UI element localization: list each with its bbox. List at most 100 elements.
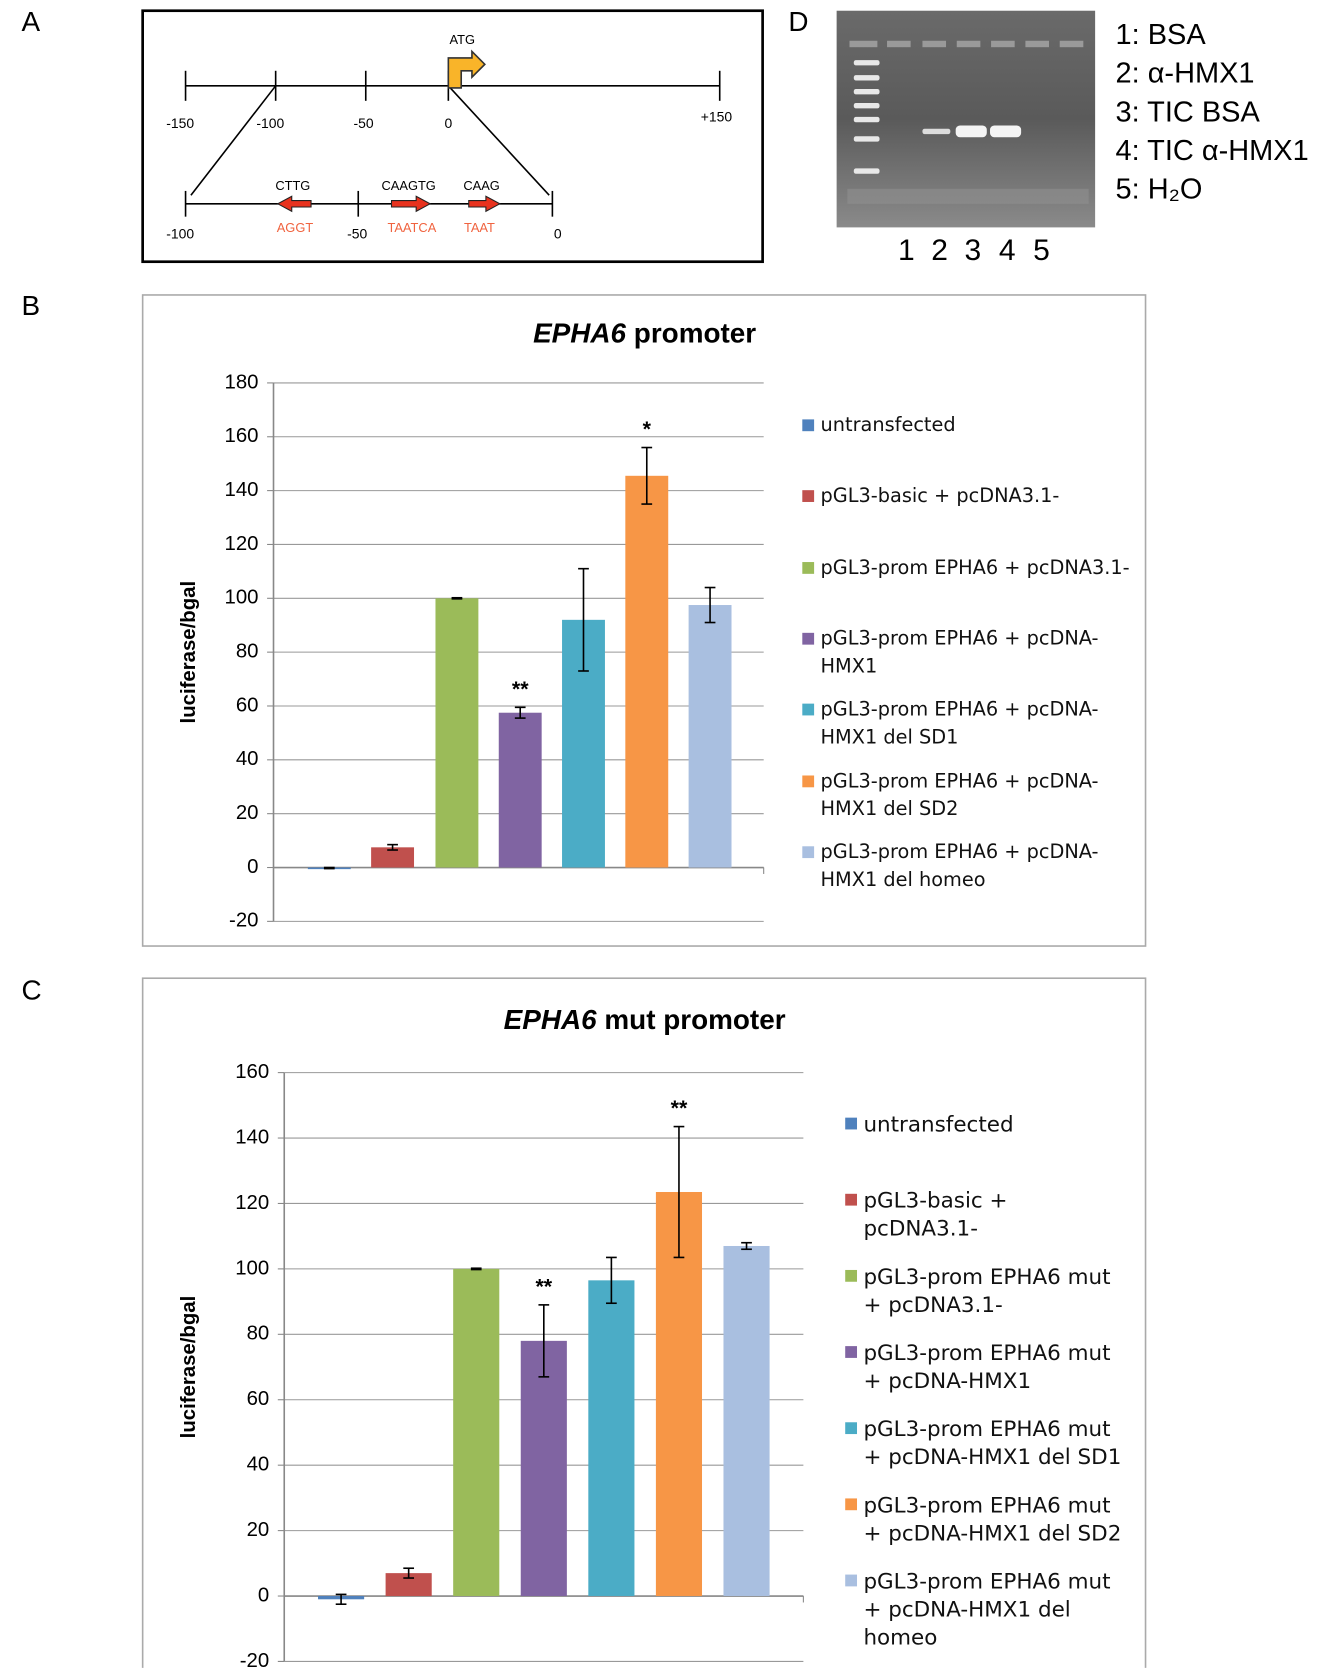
y-tick-label: 160 (225, 425, 259, 447)
figure-canvas: A B C D ATG -150 -100 -50 0 +150 -100 -5… (0, 0, 1330, 1668)
legend-item: pGL3-prom EPHA6 + pcDNA-HMX1 del SD1 (821, 696, 1132, 752)
y-tick-label: 80 (236, 641, 259, 663)
legend-item: pGL3-prom EPHA6 + pcDNA-HMX1 (821, 625, 1132, 681)
site-label: CAAGTG (382, 178, 436, 193)
legend-label: pGL3-basic + pcDNA3.1- (821, 483, 1132, 511)
panel-label: C (21, 975, 41, 1006)
gel-legend: 3: TIC BSA (1116, 96, 1261, 128)
site-label: CAAG (463, 178, 499, 193)
significance: ** (535, 1274, 552, 1298)
lane-label: 3 (964, 234, 981, 267)
chart-title: EPHA6 mut promoter (504, 1005, 786, 1036)
y-tick-label: 120 (235, 1192, 269, 1214)
legend-swatch (802, 419, 814, 431)
bar (689, 605, 732, 867)
y-tick-label: 40 (236, 748, 259, 770)
legend-swatch (802, 704, 814, 716)
axis-label: -50 (347, 226, 367, 242)
lane-label: 2 (931, 234, 948, 267)
legend-swatch (845, 1422, 857, 1434)
y-tick-label: 20 (236, 802, 259, 824)
legend-swatch (845, 1118, 857, 1130)
lane-label: 1 (898, 234, 915, 267)
title-rest: promoter (634, 318, 757, 349)
axis-label: 0 (444, 115, 452, 131)
significance: ** (671, 1096, 688, 1120)
legend-swatch (845, 1194, 857, 1206)
legend-item: untransfected (821, 412, 1132, 440)
gel-legend: 2: α-HMX1 (1116, 58, 1255, 90)
legend-label: pGL3-prom EPHA6 + pcDNA-HMX1 del homeo (821, 839, 1132, 895)
site-label: AGGT (277, 220, 314, 235)
legend-item: pGL3-prom EPHA6 mut + pcDNA3.1- (863, 1262, 1126, 1318)
y-tick-label: 100 (235, 1257, 269, 1279)
panel-label: D (788, 6, 808, 37)
legend-label: untransfected (821, 412, 1132, 440)
bar (723, 1246, 769, 1596)
axis-label: -50 (354, 115, 374, 131)
lane-label: 5 (1033, 234, 1050, 267)
legend-label: pGL3-prom EPHA6 + pcDNA-HMX1 del SD1 (821, 696, 1132, 752)
y-tick-label: 120 (225, 533, 259, 555)
legend-item: pGL3-basic + pcDNA3.1- (821, 483, 1132, 511)
start-codon: ATG (450, 32, 475, 47)
legend-label: pGL3-prom EPHA6 mut + pcDNA-HMX1 del SD1 (863, 1415, 1126, 1471)
y-tick-label: 20 (247, 1519, 270, 1541)
gel-image (837, 11, 1095, 228)
legend-item: pGL3-prom EPHA6 + pcDNA-HMX1 del homeo (821, 839, 1132, 895)
y-tick-label: 80 (247, 1323, 270, 1345)
legend-item: pGL3-prom EPHA6 mut + pcDNA-HMX1 del SD1 (863, 1415, 1126, 1471)
title-rest: mut promoter (604, 1005, 785, 1036)
gel-legend: 4: TIC α-HMX1 (1116, 135, 1309, 167)
title-gene: EPHA6 (504, 1005, 597, 1036)
site-label: TAATCA (387, 220, 436, 235)
legend-swatch (802, 633, 814, 645)
axis-label: +150 (701, 109, 733, 125)
y-tick-label: 140 (225, 479, 259, 501)
legend-label: pGL3-prom EPHA6 mut + pcDNA-HMX1 del SD2 (863, 1491, 1126, 1547)
legend-item: untransfected (863, 1110, 1126, 1138)
y-tick-label: -20 (240, 1650, 269, 1668)
chart-title: EPHA6 promoter (533, 318, 756, 349)
significance: * (643, 417, 652, 441)
legend-label: untransfected (863, 1110, 1126, 1138)
y-tick-label: 140 (235, 1126, 269, 1148)
legend-swatch (845, 1346, 857, 1358)
promoter-diagram (143, 11, 763, 262)
gel-legend: 1: BSA (1116, 19, 1207, 51)
gel-legend: 5: H₂O (1116, 174, 1203, 206)
legend-item: pGL3-basic + pcDNA3.1- (863, 1186, 1126, 1242)
legend-label: pGL3-basic + pcDNA3.1- (863, 1186, 1126, 1242)
legend-swatch (802, 490, 814, 502)
y-tick-label: 160 (235, 1061, 269, 1083)
legend-swatch (845, 1498, 857, 1510)
site-label: TAAT (464, 220, 495, 235)
legend-item: pGL3-prom EPHA6 mut + pcDNA-HMX1 del hom… (863, 1567, 1126, 1651)
axis-label: -100 (166, 226, 194, 242)
bar (625, 476, 668, 868)
bar (521, 1341, 567, 1596)
y-tick-label: 60 (247, 1388, 270, 1410)
legend-label: pGL3-prom EPHA6 + pcDNA-HMX1 del SD2 (821, 768, 1132, 824)
y-axis-label: luciferase/bgal (178, 581, 200, 724)
legend-label: pGL3-prom EPHA6 mut + pcDNA3.1- (863, 1262, 1126, 1318)
error-bar (452, 598, 463, 599)
y-tick-label: 0 (247, 856, 258, 878)
y-tick-label: 40 (247, 1454, 270, 1476)
legend-swatch (802, 775, 814, 787)
error-bar (471, 1268, 482, 1269)
legend-item: pGL3-prom EPHA6 mut + pcDNA-HMX1 (863, 1339, 1126, 1395)
y-tick-label: 180 (225, 371, 259, 393)
bar (499, 713, 542, 868)
legend-swatch (845, 1270, 857, 1282)
y-tick-label: -20 (229, 910, 258, 932)
site-label: CTTG (275, 178, 310, 193)
legend-item: pGL3-prom EPHA6 + pcDNA-HMX1 del SD2 (821, 768, 1132, 824)
y-tick-label: 0 (258, 1584, 269, 1606)
y-tick-label: 60 (236, 694, 259, 716)
significance: ** (512, 677, 529, 701)
panel-label: B (21, 290, 40, 321)
legend-label: pGL3-prom EPHA6 + pcDNA3.1- (821, 555, 1132, 583)
bar (453, 1269, 499, 1596)
legend-item: pGL3-prom EPHA6 mut + pcDNA-HMX1 del SD2 (863, 1491, 1126, 1547)
